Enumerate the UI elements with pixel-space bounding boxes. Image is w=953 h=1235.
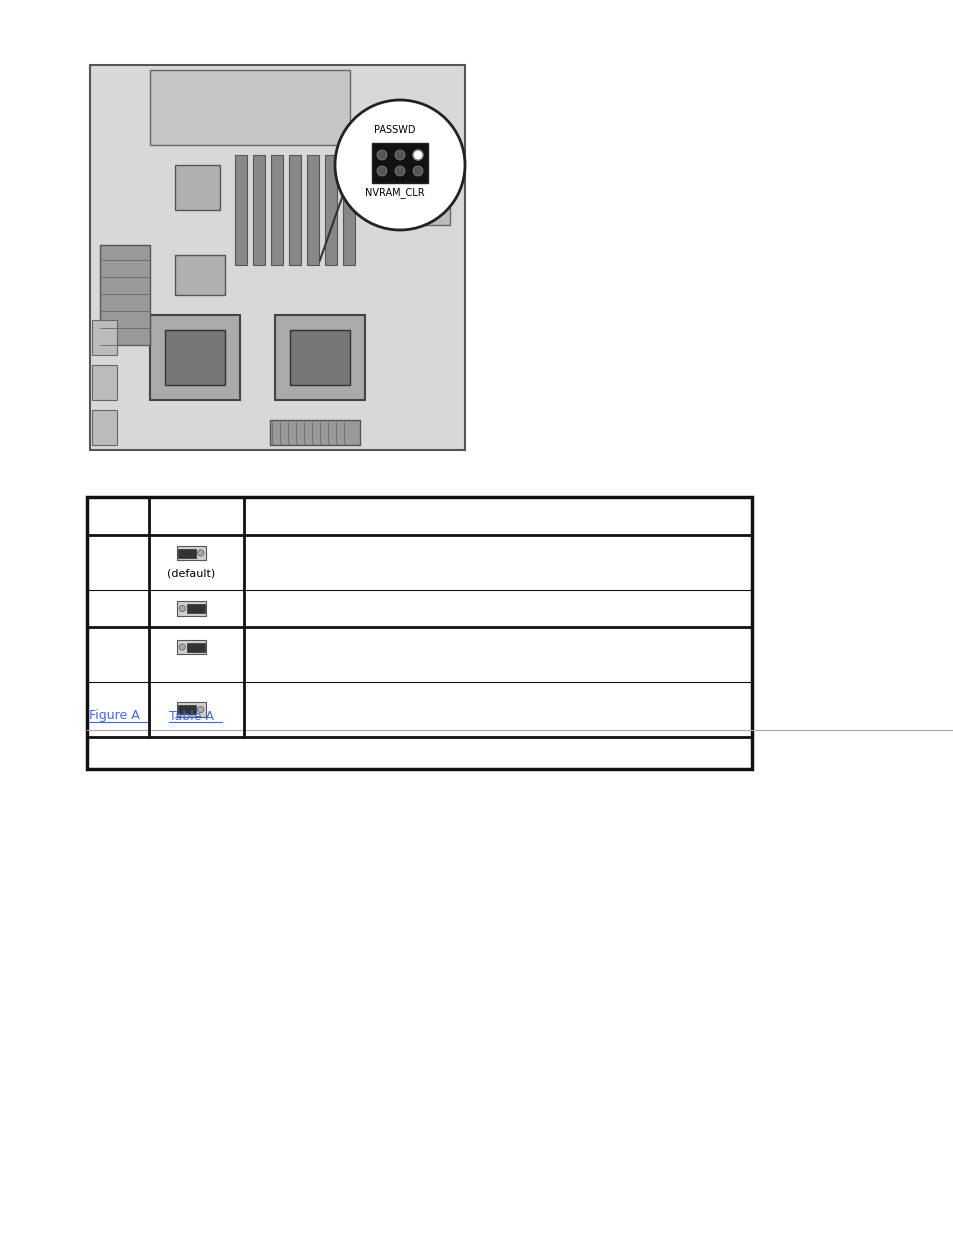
Circle shape bbox=[197, 550, 204, 556]
Text: NVRAM_CLR: NVRAM_CLR bbox=[365, 186, 424, 198]
Bar bbox=[150, 315, 240, 400]
Bar bbox=[187, 604, 205, 613]
Bar bbox=[372, 143, 428, 183]
Circle shape bbox=[395, 149, 405, 161]
Circle shape bbox=[197, 706, 204, 713]
Bar bbox=[177, 546, 206, 561]
Bar bbox=[187, 642, 205, 652]
Bar bbox=[91, 366, 117, 400]
Bar bbox=[253, 156, 265, 266]
Bar bbox=[150, 70, 350, 144]
Bar bbox=[177, 703, 206, 716]
Circle shape bbox=[179, 605, 185, 611]
Text: PASSWD: PASSWD bbox=[374, 125, 416, 135]
Bar bbox=[90, 65, 464, 450]
Bar bbox=[91, 320, 117, 354]
Bar bbox=[234, 156, 247, 266]
Text: (default): (default) bbox=[167, 568, 215, 578]
Bar bbox=[100, 245, 150, 345]
Bar bbox=[395, 144, 450, 225]
Text: Figure A: Figure A bbox=[89, 709, 139, 722]
Bar bbox=[325, 156, 336, 266]
Circle shape bbox=[376, 165, 387, 177]
Circle shape bbox=[395, 165, 405, 177]
Circle shape bbox=[413, 149, 422, 161]
Bar bbox=[307, 156, 318, 266]
Bar bbox=[177, 705, 195, 714]
Bar bbox=[274, 315, 365, 400]
Bar bbox=[177, 548, 195, 557]
Bar bbox=[177, 601, 206, 616]
Circle shape bbox=[413, 165, 422, 177]
Bar bbox=[87, 496, 751, 769]
Bar bbox=[174, 165, 220, 210]
Bar bbox=[174, 254, 225, 295]
Bar bbox=[270, 420, 359, 445]
Circle shape bbox=[179, 643, 185, 650]
Circle shape bbox=[376, 149, 387, 161]
Bar bbox=[290, 330, 350, 385]
Bar bbox=[289, 156, 301, 266]
Bar bbox=[177, 640, 206, 655]
Bar bbox=[165, 330, 225, 385]
Circle shape bbox=[335, 100, 464, 230]
Text: Table A: Table A bbox=[169, 709, 213, 722]
Bar bbox=[271, 156, 283, 266]
Bar bbox=[91, 410, 117, 445]
Bar bbox=[343, 156, 355, 266]
Circle shape bbox=[413, 149, 422, 161]
